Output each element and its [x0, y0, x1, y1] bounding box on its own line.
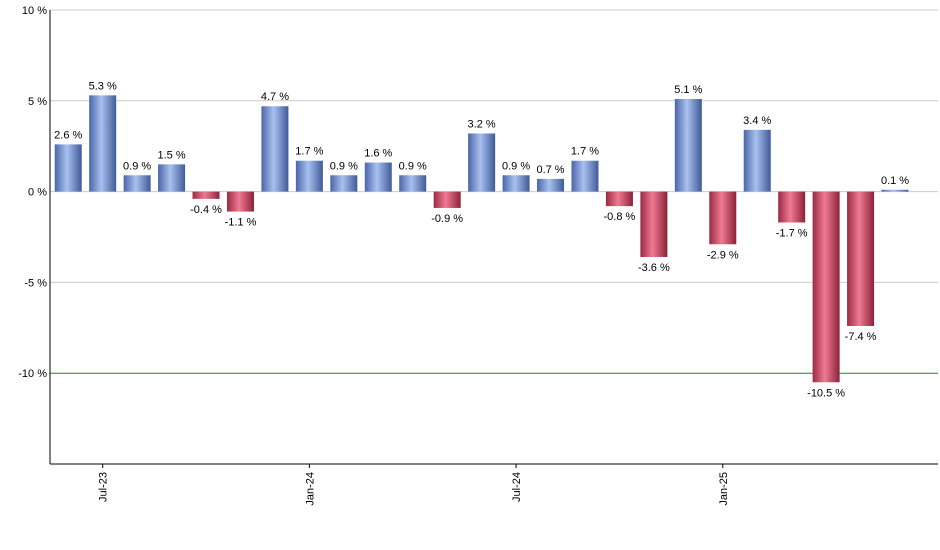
bar — [158, 164, 186, 192]
data-label: 4.7 % — [261, 91, 289, 103]
bar — [123, 175, 151, 192]
y-tick-label: -5 % — [24, 277, 47, 289]
data-label: -3.6 % — [638, 262, 670, 274]
x-tick-label: Jul-23 — [98, 472, 110, 502]
data-label: 1.7 % — [295, 146, 323, 158]
data-label: -0.8 % — [604, 211, 636, 223]
y-tick-label: 5 % — [28, 96, 47, 108]
bar — [502, 175, 530, 192]
bar — [605, 191, 633, 207]
bar — [192, 191, 220, 199]
data-label: 0.1 % — [881, 175, 909, 187]
y-tick-label: -10 % — [18, 368, 47, 380]
bar — [571, 160, 599, 192]
x-tick-label: Jan-25 — [718, 472, 730, 506]
bar — [537, 178, 565, 192]
bar — [468, 133, 496, 192]
bar — [54, 144, 82, 192]
data-label: 1.6 % — [364, 148, 392, 160]
bar — [812, 191, 840, 383]
bar — [743, 129, 771, 192]
bar — [364, 162, 392, 192]
bars — [54, 95, 909, 383]
data-label: 1.5 % — [158, 149, 186, 161]
data-label: 5.1 % — [674, 84, 702, 96]
bar — [295, 160, 323, 192]
data-label: 2.6 % — [54, 129, 82, 141]
data-label: 5.3 % — [89, 80, 117, 92]
data-label: 0.9 % — [123, 160, 151, 172]
data-label: -0.4 % — [190, 204, 222, 216]
bar — [847, 191, 875, 326]
data-label: 3.2 % — [468, 118, 496, 130]
bar — [881, 189, 909, 192]
bar — [778, 191, 806, 223]
data-label: -1.7 % — [776, 227, 808, 239]
data-label: 0.9 % — [330, 160, 358, 172]
x-tick-label: Jul-24 — [511, 472, 523, 502]
x-tick-label: Jan-24 — [304, 472, 316, 506]
bar — [674, 98, 702, 192]
data-label: -7.4 % — [845, 331, 877, 343]
bar — [261, 106, 289, 192]
data-label: 1.7 % — [571, 146, 599, 158]
data-label: 3.4 % — [743, 115, 771, 127]
data-label: 0.9 % — [502, 160, 530, 172]
data-label: -2.9 % — [707, 249, 739, 261]
bar — [433, 191, 461, 208]
bar — [330, 175, 358, 192]
data-labels: 2.6 % 5.3 % 0.9 % 1.5 % -0.4 %-1.1 % 4.7 % 1.7… — [54, 80, 909, 399]
bar — [226, 191, 254, 212]
data-label: -0.9 % — [431, 213, 463, 225]
data-label: -1.1 % — [225, 217, 257, 229]
data-label: 0.9 % — [399, 160, 427, 172]
bar — [640, 191, 668, 257]
y-tick-label: 10 % — [22, 5, 47, 17]
bar — [709, 191, 737, 245]
data-label: 0.7 % — [536, 164, 564, 176]
axes: 10 % 5 % 0 % -5 % -10 % Jul-23 Jan-24 Jul-24 Jan… — [18, 5, 938, 506]
bar — [399, 175, 427, 192]
y-tick-label: 0 % — [28, 187, 47, 199]
bar — [89, 95, 117, 192]
data-label: -10.5 % — [807, 387, 845, 399]
